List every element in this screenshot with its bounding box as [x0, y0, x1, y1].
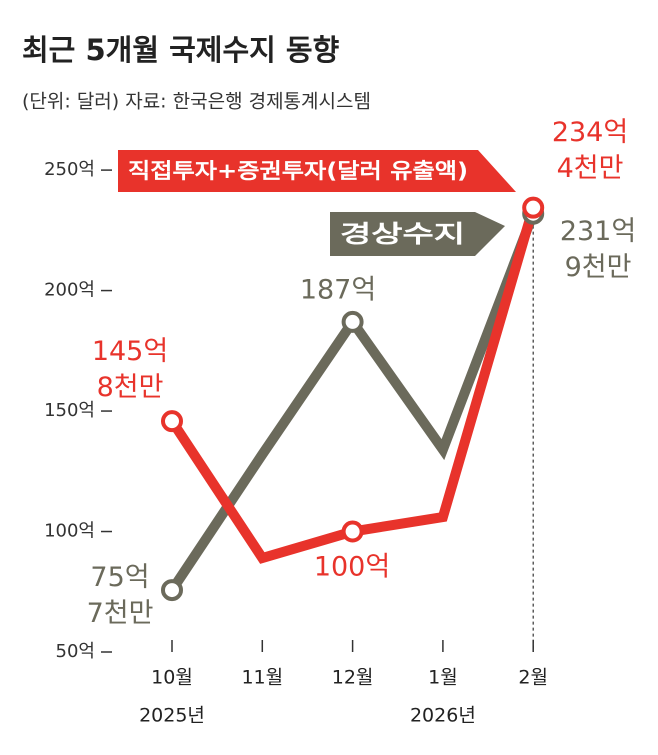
- value-label-line: 75억: [90, 562, 149, 593]
- x-tick-label: 11월: [241, 667, 283, 689]
- x-tick-label: 1월: [428, 667, 458, 689]
- chart-title: 최근 5개월 국제수지 동향: [22, 33, 340, 67]
- legend-label: 직접투자+증권투자(달러 유출액): [128, 159, 468, 183]
- marker: [341, 310, 364, 333]
- marker: [522, 196, 545, 219]
- value-label: 145억 8천만: [92, 336, 168, 403]
- legend-label: 경상수지: [340, 220, 465, 248]
- value-label-line: 8천만: [97, 372, 164, 403]
- y-tick-label: 50억: [56, 641, 95, 662]
- marker: [341, 520, 364, 543]
- y-tick-label: 150억: [44, 400, 95, 421]
- x-tick-label: 2월: [518, 667, 548, 689]
- value-label: 234억 4천만: [552, 117, 628, 184]
- marker: [161, 410, 183, 433]
- value-label-line: 7천만: [87, 598, 154, 629]
- value-label-line: 4천만: [557, 153, 624, 184]
- value-label-line: 234억: [552, 117, 628, 148]
- value-label: 100억: [314, 552, 390, 583]
- value-label-line: 145억: [92, 336, 168, 367]
- x-year-label: 2025년: [139, 705, 205, 727]
- value-label: 231억 9천만: [560, 216, 636, 283]
- x-tick-label: 10월: [151, 667, 193, 689]
- legend-box: [330, 212, 505, 256]
- value-label: 75억 7천만: [87, 562, 154, 629]
- chart-subtitle: (단위: 달러) 자료: 한국은행 경제통계시스템: [22, 91, 371, 113]
- marker: [161, 579, 183, 602]
- y-tick-label: 200억: [44, 280, 95, 301]
- legend-box: [118, 150, 516, 192]
- value-label: 187억: [300, 275, 376, 306]
- x-year-label: 2026년: [410, 705, 476, 727]
- y-tick-label: 250억: [44, 159, 95, 180]
- value-label-line: 231억: [560, 216, 636, 247]
- x-tick-label: 12월: [332, 667, 374, 689]
- value-label-line: 9천만: [565, 252, 632, 283]
- y-tick-label: 100억: [44, 521, 95, 542]
